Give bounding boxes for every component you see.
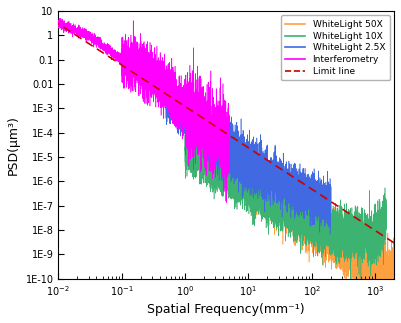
X-axis label: Spatial Frequency(mm⁻¹): Spatial Frequency(mm⁻¹) xyxy=(148,303,305,316)
Legend: WhiteLight 50X, WhiteLight 10X, WhiteLight 2.5X, Interferometry, Limit line: WhiteLight 50X, WhiteLight 10X, WhiteLig… xyxy=(281,16,389,80)
Y-axis label: PSD(μm³): PSD(μm³) xyxy=(7,115,20,175)
